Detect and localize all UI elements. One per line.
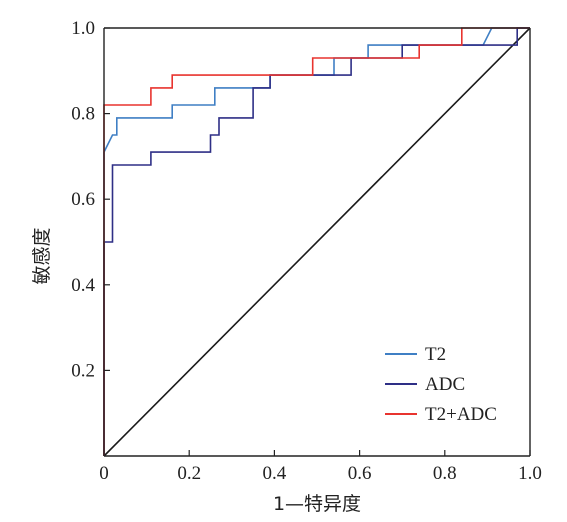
x-axis-title: 1—特异度 [273, 493, 361, 515]
x-tick-label: 0.6 [348, 463, 372, 484]
series-line-t2-adc [103, 27, 530, 456]
y-tick-label: 0.6 [71, 189, 95, 210]
y-axis-title: 敏感度 [31, 227, 53, 284]
reference-diagonal-line [103, 27, 531, 457]
legend: T2 ADC T2+ADC [385, 344, 497, 425]
x-tick-label: 0.4 [263, 463, 287, 484]
y-tick-label: 0.8 [71, 104, 95, 125]
legend-label-adc: ADC [425, 374, 465, 395]
x-tick-label: 0 [99, 463, 109, 484]
axes: 0 0.2 0.4 0.6 0.8 1.0 0.2 0.4 0.6 0.8 1.0 1—特异度 敏感度 [31, 18, 542, 515]
y-tick-label: 0.4 [71, 275, 95, 296]
series-line-adc [103, 27, 530, 456]
x-tick-label: 0.2 [177, 463, 201, 484]
x-tick-label: 0.8 [433, 463, 457, 484]
plot-area [103, 27, 531, 457]
y-tick-label: 0.2 [71, 360, 95, 381]
series-line-t2 [103, 27, 530, 456]
y-tick-label: 1.0 [71, 18, 95, 39]
x-tick-label: 1.0 [518, 463, 542, 484]
legend-label-t2-adc: T2+ADC [425, 404, 497, 425]
legend-label-t2: T2 [425, 344, 446, 365]
